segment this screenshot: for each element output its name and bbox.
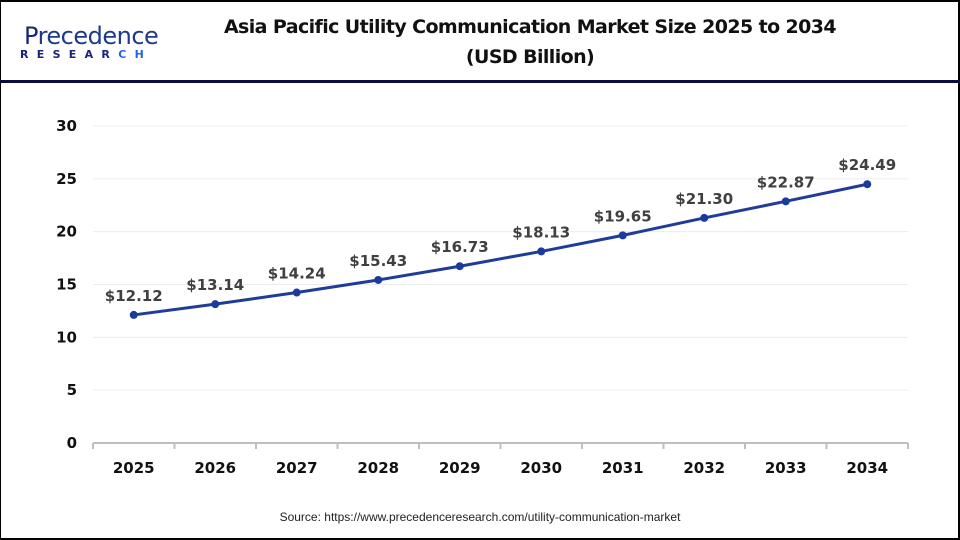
data-label: $18.13: [512, 223, 570, 241]
y-axis: 0 5 10 15 20 25 30: [56, 117, 77, 452]
data-point: [700, 213, 709, 222]
data-point: [129, 310, 138, 319]
x-tick-label: 2034: [846, 459, 888, 477]
logo-sub-tail: CH: [118, 48, 153, 61]
data-point: [537, 247, 546, 256]
y-tick-label: 5: [67, 381, 77, 399]
x-tick-label: 2027: [276, 459, 318, 477]
data-label: $13.14: [186, 276, 244, 294]
data-point: [455, 262, 464, 271]
data-point: [781, 197, 790, 206]
data-point: [863, 180, 872, 189]
data-label: $21.30: [675, 190, 733, 208]
data-label: $24.49: [838, 156, 896, 174]
precedence-research-logo: Precedence RESEARCH: [18, 22, 159, 62]
y-tick-label: 0: [67, 434, 77, 452]
series-market-size: [129, 180, 872, 319]
x-tick-label: 2033: [765, 459, 807, 477]
chart-title-line1: Asia Pacific Utility Communication Marke…: [223, 16, 837, 38]
logo-wordmark: Precedence: [24, 22, 159, 50]
data-label: $15.43: [349, 252, 407, 270]
data-label: $22.87: [757, 173, 815, 191]
series-line: [133, 182, 868, 317]
x-tick-label: 2026: [194, 459, 236, 477]
y-tick-label: 30: [56, 117, 77, 135]
source-note: Source: https://www.precedenceresearch.c…: [279, 510, 681, 524]
data-label: $14.24: [268, 265, 326, 283]
data-point: [374, 275, 383, 284]
data-label: $19.65: [594, 207, 652, 225]
x-tick-label: 2031: [602, 459, 644, 477]
y-tick-label: 20: [56, 223, 77, 241]
x-tick-label: 2032: [683, 459, 725, 477]
data-label: $16.73: [431, 238, 489, 256]
x-axis: 2025 2026 2027 2028 2029 2030 2031 2032 2033 2034: [92, 442, 909, 477]
x-tick-label: 2025: [113, 459, 155, 477]
data-point: [211, 300, 220, 309]
title-divider: [0, 80, 960, 83]
x-tick-label: 2029: [439, 459, 481, 477]
chart-title-line2: (USD Billion): [465, 46, 595, 68]
y-tick-label: 25: [56, 170, 77, 188]
y-tick-label: 10: [56, 328, 77, 346]
y-tick-label: 15: [56, 276, 77, 294]
data-point: [618, 231, 627, 240]
data-point: [292, 288, 301, 297]
logo-subtitle: RESEARCH: [20, 48, 152, 61]
data-labels: $12.12 $13.14 $14.24 $15.43 $16.73 $18.13 $19.…: [105, 156, 896, 305]
logo-sub-main: RESEAR: [20, 48, 119, 61]
logo-word-rest: recedence: [37, 22, 159, 50]
gridlines: [93, 125, 908, 391]
x-tick-label: 2028: [357, 459, 399, 477]
chart-title: Asia Pacific Utility Communication Marke…: [160, 12, 900, 72]
x-tick-label: 2030: [520, 459, 562, 477]
logo-initial: P: [24, 22, 38, 50]
data-label: $12.12: [105, 287, 163, 305]
